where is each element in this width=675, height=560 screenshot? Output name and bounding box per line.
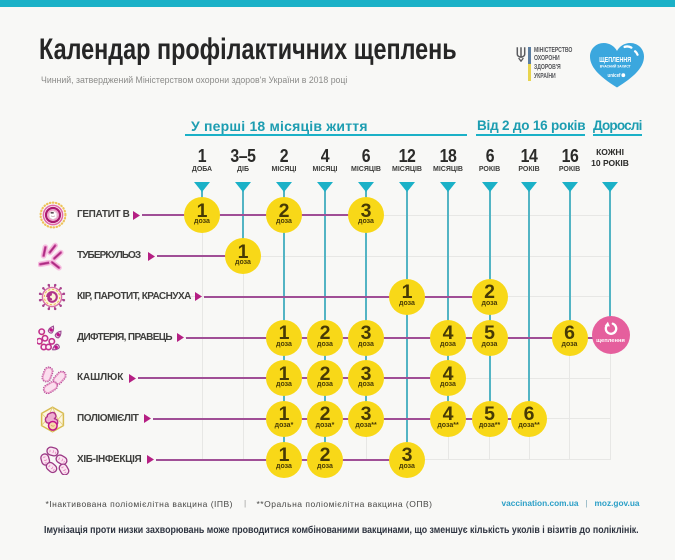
svg-text:ЩЕПЛЕННЯ: ЩЕПЛЕННЯ xyxy=(599,57,631,64)
svg-text:unicef: unicef xyxy=(608,73,621,79)
svg-text:ВЧАСНИЙ ЗАХИСТ: ВЧАСНИЙ ЗАХИСТ xyxy=(600,64,632,68)
